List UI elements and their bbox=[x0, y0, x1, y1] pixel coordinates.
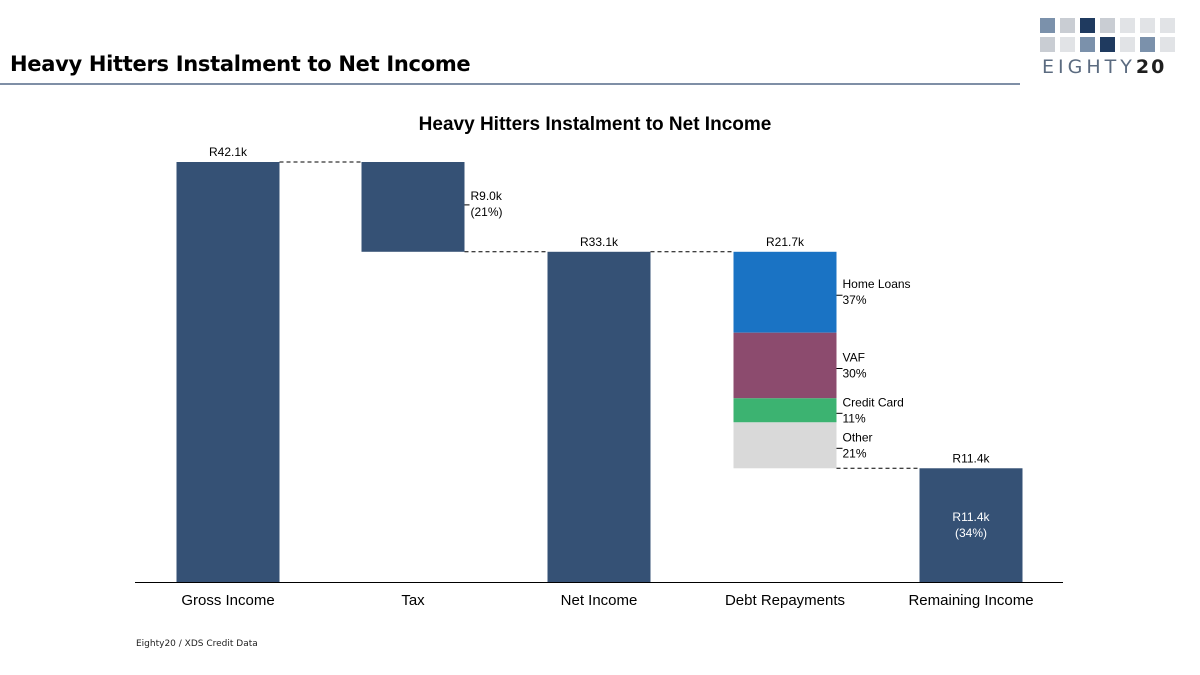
logo-square bbox=[1140, 18, 1155, 33]
bar-gross-income bbox=[176, 162, 280, 582]
segment-label-other: Other bbox=[843, 430, 873, 444]
source-note: Eighty20 / XDS Credit Data bbox=[136, 639, 258, 649]
segment-credit-card bbox=[733, 398, 837, 423]
logo-square bbox=[1100, 37, 1115, 52]
data-label-remaining-income: R11.4k bbox=[952, 451, 990, 465]
data-label-net-income: R33.1k bbox=[580, 235, 619, 249]
logo-square bbox=[1040, 18, 1055, 33]
data-label-tax-value: R9.0k bbox=[471, 189, 503, 203]
x-tick-label: Gross Income bbox=[181, 592, 274, 609]
logo-square bbox=[1140, 37, 1155, 52]
segment-label-vaf: VAF bbox=[843, 350, 865, 364]
logo-square bbox=[1100, 18, 1115, 33]
inner-label-remaining-income-value: R11.4k bbox=[952, 510, 990, 524]
logo-wordmark: EIGHTY20 bbox=[1042, 56, 1166, 78]
x-tick-label: Tax bbox=[401, 592, 425, 609]
bar-remaining-income bbox=[919, 468, 1023, 582]
logo-square bbox=[1060, 18, 1075, 33]
x-tick-label: Debt Repayments bbox=[725, 592, 845, 609]
title-divider bbox=[0, 83, 1020, 85]
chart-title: Heavy Hitters Instalment to Net Income bbox=[419, 114, 772, 135]
data-label-gross-income: R42.1k bbox=[209, 145, 248, 159]
logo-square bbox=[1120, 37, 1135, 52]
segment-pct-other: 21% bbox=[843, 446, 867, 460]
data-label-debt-repayments: R21.7k bbox=[766, 235, 805, 249]
segment-vaf bbox=[733, 332, 837, 399]
logo-square bbox=[1160, 18, 1175, 33]
inner-label-remaining-income-pct: (34%) bbox=[955, 526, 987, 540]
logo-square bbox=[1160, 37, 1175, 52]
data-label-tax-pct: (21%) bbox=[471, 205, 503, 219]
segment-pct-vaf: 30% bbox=[843, 366, 867, 380]
segment-label-credit-card: Credit Card bbox=[843, 395, 904, 409]
segment-home-loans bbox=[733, 251, 837, 333]
bar-tax bbox=[361, 162, 465, 252]
logo-square bbox=[1080, 37, 1095, 52]
logo-text-light: EIGHTY bbox=[1042, 56, 1136, 78]
logo-square bbox=[1060, 37, 1075, 52]
logo-text-bold: 20 bbox=[1135, 56, 1167, 78]
segment-label-home-loans: Home Loans bbox=[843, 277, 911, 291]
x-tick-label: Remaining Income bbox=[908, 592, 1033, 609]
segment-pct-home-loans: 37% bbox=[843, 293, 867, 307]
segment-pct-credit-card: 11% bbox=[843, 411, 866, 425]
logo-square bbox=[1080, 18, 1095, 33]
page-title: Heavy Hitters Instalment to Net Income bbox=[10, 52, 471, 76]
x-tick-label: Net Income bbox=[561, 592, 638, 609]
logo-square bbox=[1120, 18, 1135, 33]
logo-square bbox=[1040, 37, 1055, 52]
segment-other bbox=[733, 422, 837, 469]
bar-net-income bbox=[547, 251, 651, 582]
eighty20-logo: EIGHTY20 bbox=[1040, 18, 1185, 78]
